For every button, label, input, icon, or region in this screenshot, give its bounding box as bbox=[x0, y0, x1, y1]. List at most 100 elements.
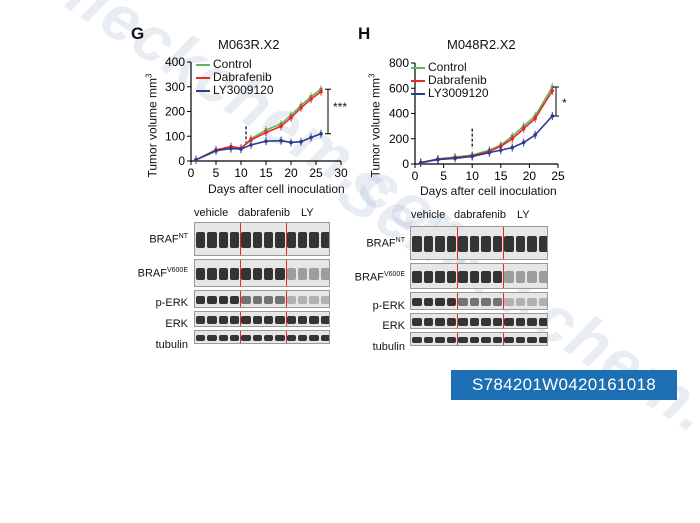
data-point bbox=[487, 150, 492, 155]
blot-band bbox=[423, 271, 433, 283]
catalog-id-badge: S784201W0420161018 bbox=[451, 370, 677, 400]
blot-strip bbox=[410, 292, 548, 310]
blot-band bbox=[218, 296, 228, 305]
blot-band bbox=[458, 271, 468, 283]
blot-band bbox=[423, 298, 433, 307]
blot-row-label: BRAFV600E bbox=[137, 267, 188, 280]
blot-band bbox=[275, 316, 285, 324]
blot-band bbox=[469, 318, 479, 326]
data-point bbox=[418, 160, 423, 165]
y-tick-label: 200 bbox=[389, 132, 409, 146]
blot-band bbox=[298, 296, 308, 305]
blot-band bbox=[196, 334, 206, 342]
blot-band bbox=[275, 334, 285, 342]
blot-band bbox=[309, 296, 319, 305]
legend-item: LY3009120 bbox=[196, 84, 274, 97]
data-point bbox=[309, 97, 313, 101]
blot-band bbox=[320, 334, 329, 342]
data-point bbox=[309, 135, 313, 140]
blot-row-label: BRAFV600E bbox=[354, 271, 405, 284]
data-point bbox=[533, 116, 537, 121]
data-point bbox=[299, 105, 303, 110]
blot-band bbox=[538, 336, 547, 344]
series-line bbox=[420, 115, 553, 164]
blot-row-label: p-ERK bbox=[155, 297, 188, 309]
legend-h: Control Dabrafenib LY3009120 bbox=[411, 61, 489, 100]
series-line bbox=[420, 90, 553, 164]
blot-group-label: vehicle bbox=[194, 207, 229, 219]
blot-band bbox=[435, 336, 445, 344]
blot-band bbox=[241, 232, 251, 248]
blot-band bbox=[241, 267, 251, 281]
blot-band bbox=[469, 336, 479, 344]
data-point bbox=[264, 130, 268, 135]
x-tick-label: 10 bbox=[466, 169, 480, 183]
blot-group-label: vehicle bbox=[411, 209, 446, 221]
blot-row-label: BRAFNT bbox=[149, 233, 188, 246]
blot-band bbox=[309, 232, 319, 248]
data-point bbox=[289, 115, 293, 120]
significance-h: * bbox=[562, 96, 567, 110]
data-point bbox=[521, 126, 526, 131]
blot-band bbox=[264, 334, 274, 342]
blot-group-label: LY bbox=[301, 207, 314, 219]
blot-band bbox=[538, 271, 547, 283]
y-tick-label: 100 bbox=[165, 129, 185, 143]
data-point bbox=[229, 146, 233, 151]
blot-band bbox=[298, 316, 308, 324]
blot-band bbox=[196, 316, 206, 324]
blot-strip bbox=[194, 222, 330, 256]
blot-band bbox=[275, 296, 285, 305]
blot-divider bbox=[503, 333, 504, 345]
blot-band bbox=[275, 267, 285, 281]
y-tick-label: 0 bbox=[178, 154, 185, 168]
y-tick-label: 200 bbox=[165, 105, 185, 119]
blot-band bbox=[196, 232, 206, 248]
panel-letter-h: H bbox=[358, 24, 371, 43]
data-point bbox=[249, 138, 253, 142]
legend-item: Control bbox=[411, 61, 489, 74]
blot-band bbox=[504, 236, 514, 252]
blot-divider bbox=[240, 331, 242, 343]
blot-band bbox=[252, 334, 262, 342]
blot-band bbox=[309, 334, 319, 342]
blot-band bbox=[446, 336, 456, 344]
blot-band bbox=[527, 318, 537, 326]
blot-band bbox=[412, 271, 422, 283]
xlabel-h: Days after cell inoculation bbox=[420, 184, 557, 198]
blot-band bbox=[423, 236, 433, 252]
blot-band bbox=[230, 296, 240, 305]
blot-band bbox=[275, 232, 285, 248]
data-point bbox=[194, 157, 198, 162]
data-point bbox=[521, 140, 526, 145]
blot-band bbox=[492, 271, 502, 283]
blot-row-label: BRAFNT bbox=[366, 237, 405, 250]
blot-band bbox=[286, 267, 296, 281]
blot-strip bbox=[194, 330, 330, 344]
blot-band bbox=[423, 336, 433, 344]
blot-band bbox=[469, 298, 479, 307]
blot-band bbox=[492, 236, 502, 252]
y-tick-label: 400 bbox=[389, 107, 409, 121]
blot-band bbox=[504, 298, 514, 307]
blot-row-label: ERK bbox=[165, 318, 188, 330]
blot-band bbox=[264, 267, 274, 281]
blot-band bbox=[481, 318, 491, 326]
blot-band bbox=[481, 298, 491, 307]
blot-band bbox=[218, 316, 228, 324]
blot-band bbox=[481, 236, 491, 252]
blot-band bbox=[412, 298, 422, 307]
blot-divider bbox=[285, 260, 287, 286]
blot-band bbox=[218, 232, 228, 248]
x-tick-label: 20 bbox=[284, 166, 298, 180]
y-tick-label: 800 bbox=[389, 56, 409, 70]
blot-band bbox=[458, 298, 468, 307]
data-point bbox=[249, 143, 253, 147]
blot-divider bbox=[285, 291, 287, 307]
blot-band bbox=[196, 296, 206, 305]
blot-strip bbox=[410, 313, 548, 329]
chart-title-g: M063R.X2 bbox=[218, 37, 280, 52]
blot-band bbox=[538, 298, 547, 307]
blot-band bbox=[264, 296, 274, 305]
blot-band bbox=[412, 318, 422, 326]
